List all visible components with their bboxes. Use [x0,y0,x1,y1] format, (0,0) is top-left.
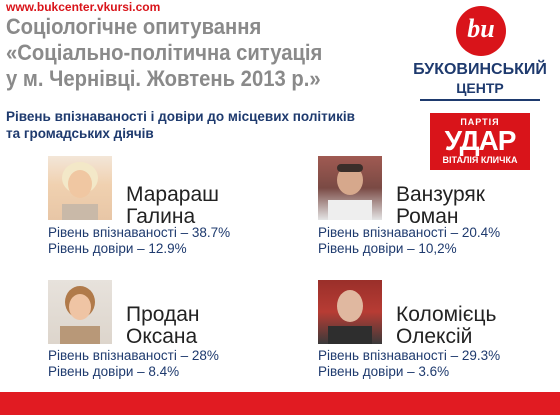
recognition-level: Рівень впізнаваності – 20.4% [318,225,501,240]
party-name: УДАР [444,125,517,156]
title-line: Соціологічне опитування [6,14,262,39]
logo-name: БУКОВИНСЬКИЙ ЦЕНТР [405,60,555,101]
person-surname: Продан [126,303,200,326]
person-name: Марараш Галина [126,184,219,228]
person-photo [48,280,112,344]
trust-level: Рівень довіри – 10,2% [318,241,457,256]
trust-level: Рівень довіри – 3.6% [318,364,450,379]
person-name: Ванзуряк Роман [396,184,485,228]
title-line: «Соціально-політична ситуація [6,40,323,65]
recognition-level: Рівень впізнаваності – 28% [48,348,219,363]
party-bottom-label: ВІТАЛІЯ КЛИЧКА [442,155,518,165]
person-photo-icon [60,286,100,344]
person-photo-icon [328,290,372,344]
person-stats: Рівень впізнаваності – 20.4% Рівень дові… [318,225,500,257]
person-stats: Рівень впізнаваності – 38.7% Рівень дові… [48,225,230,257]
recognition-level: Рівень впізнаваності – 29.3% [318,348,501,363]
logo-underline [420,99,540,101]
subtitle: Рівень впізнаваності і довіри до місцеви… [6,108,426,142]
title-line: у м. Чернівці. Жовтень 2013 р.» [6,66,321,91]
trust-level: Рівень довіри – 8.4% [48,364,180,379]
site-url: www.bukcenter.vkursi.com [6,0,161,14]
person-firstname: Галина [126,205,196,228]
recognition-level: Рівень впізнаваності – 38.7% [48,225,231,240]
logo-name-line: ЦЕНТР [456,80,504,96]
bukovynskyi-logo-icon: bu [456,6,506,56]
party-top-label: ПАРТІЯ [460,117,500,127]
person-surname: Коломієць [396,303,497,326]
subtitle-line: Рівень впізнаваності і довіри до місцеви… [6,109,355,124]
person-firstname: Роман [396,205,459,228]
subtitle-line: та громадських діячів [6,126,154,141]
person-surname: Марараш [126,183,219,206]
person-surname: Ванзуряк [396,183,485,206]
person-photo-icon [62,162,98,220]
person-stats: Рівень впізнаваності – 28% Рівень довіри… [48,348,219,380]
bottom-bar [0,392,560,415]
person-photo [48,156,112,220]
person-name: Продан Оксана [126,304,200,348]
page-title: Соціологічне опитування «Соціально-політ… [6,14,348,92]
party-udar-logo: ПАРТІЯ УДАР ВІТАЛІЯ КЛИЧКА [430,113,530,170]
person-stats: Рівень впізнаваності – 29.3% Рівень дові… [318,348,500,380]
trust-level: Рівень довіри – 12.9% [48,241,187,256]
person-photo [318,280,382,344]
person-name: Коломієць Олексій [396,304,496,348]
person-photo [318,156,382,220]
person-firstname: Оксана [126,325,198,348]
person-firstname: Олексій [396,325,473,348]
logo-name-line: БУКОВИНСЬКИЙ [413,61,547,78]
person-photo-icon [328,164,372,220]
